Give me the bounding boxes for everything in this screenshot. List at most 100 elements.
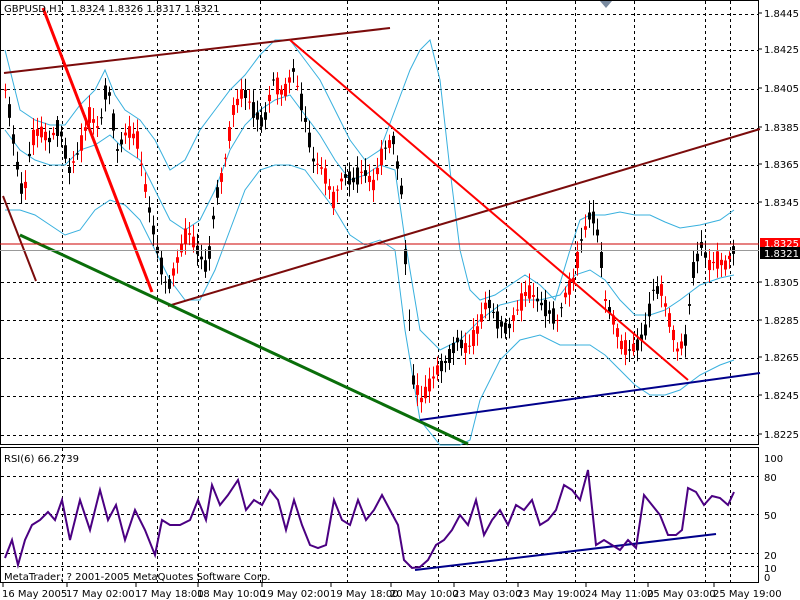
main-chart-window[interactable]: [0, 0, 759, 445]
candle-body: [184, 228, 187, 244]
candle-body: [460, 339, 463, 349]
candle-body: [468, 345, 471, 347]
candle-body: [692, 262, 695, 278]
candle-body: [168, 279, 171, 289]
candle-body: [716, 251, 719, 269]
candle-body: [316, 163, 319, 165]
candle-body: [128, 126, 131, 138]
candle-body: [584, 226, 587, 230]
candle-body: [24, 181, 27, 189]
candle-body: [188, 233, 191, 235]
candle-body: [388, 140, 391, 148]
candle-body: [648, 303, 651, 317]
candle-body: [232, 105, 235, 115]
candle-body: [564, 292, 567, 298]
candle-body: [52, 132, 55, 136]
candle-body: [4, 89, 7, 91]
candle-body: [308, 132, 311, 148]
candle-body: [700, 242, 703, 248]
candle-body: [120, 139, 123, 145]
time-tick-label: 25 May 03:00: [647, 589, 716, 600]
candle-body: [496, 311, 499, 329]
candle-body: [508, 323, 511, 329]
candle-body: [148, 207, 151, 213]
candle-body: [436, 365, 439, 375]
candle-body: [452, 342, 455, 354]
candle-body: [560, 307, 563, 309]
candle-body: [676, 348, 679, 352]
candle-body: [536, 298, 539, 302]
candle-body: [608, 307, 611, 313]
candle-body: [132, 133, 135, 139]
copyright-label: MetaTrader, ? 2001-2005 MetaQuotes Softw…: [4, 572, 270, 583]
candle-body: [568, 280, 571, 295]
candle-body: [484, 302, 487, 310]
candle-body: [376, 167, 379, 175]
candle-body: [448, 349, 451, 363]
candle-body: [392, 135, 395, 145]
candle-body: [356, 167, 359, 185]
candle-body: [664, 303, 667, 307]
candle-body: [396, 161, 399, 169]
candle-body: [116, 149, 119, 151]
candle-body: [160, 257, 163, 275]
candle-body: [264, 112, 267, 120]
candle-body: [680, 341, 683, 349]
candle-body: [320, 167, 323, 169]
candle-body: [684, 334, 687, 346]
candle-body: [268, 94, 271, 102]
candle-body: [616, 328, 619, 337]
candle-body: [600, 252, 603, 268]
candle-body: [84, 127, 87, 131]
candle-body: [8, 104, 11, 118]
candle-body: [668, 313, 671, 327]
price-tick-label: 1.8425: [764, 45, 799, 56]
candle-body: [204, 260, 207, 272]
price-tick-label: 1.8245: [764, 391, 799, 402]
candle-body: [476, 326, 479, 334]
current-price-bid: 1.8321: [764, 249, 799, 260]
trend-lines[interactable]: [2, 7, 761, 571]
candle-body: [96, 126, 99, 128]
candle-body: [176, 257, 179, 263]
candle-body: [300, 93, 303, 111]
candle-body: [60, 131, 63, 137]
candle-body: [492, 311, 495, 313]
time-tick-label: 19 May 18:00: [330, 589, 399, 600]
candle-body: [724, 260, 727, 270]
candle-body: [512, 315, 515, 321]
time-tick-label: 24 May 11:00: [585, 589, 654, 600]
candle-body: [244, 89, 247, 99]
candle-body: [272, 79, 275, 81]
candle-body: [340, 178, 343, 182]
current-price-badge: 1.8325: [760, 238, 800, 250]
candle-body: [660, 284, 663, 296]
candle-body: [364, 170, 367, 176]
trendline-red-long: [289, 39, 689, 381]
price-axis: 1.8445 1.8425 1.8405 1.8385 1.8365 1.8345 1.83…: [759, 9, 799, 441]
candle-body: [124, 132, 127, 136]
candle-body: [208, 246, 211, 259]
candle-body: [540, 302, 543, 306]
candlesticks[interactable]: [4, 59, 735, 413]
candle-body: [296, 85, 299, 87]
candle-body: [56, 120, 59, 136]
candle-body: [32, 129, 35, 146]
candle-body: [64, 145, 67, 159]
chart-shift-marker-icon[interactable]: [600, 1, 612, 8]
candle-body: [292, 68, 295, 72]
candle-body: [360, 171, 363, 173]
candle-body: [212, 215, 215, 220]
bollinger-lower: [5, 164, 735, 446]
candle-body: [708, 259, 711, 271]
candle-body: [612, 315, 615, 325]
candle-body: [20, 183, 23, 194]
rsi-window[interactable]: [0, 447, 759, 583]
candle-body: [236, 98, 239, 106]
chart-ohlc-label: 1.8324 1.8326 1.8317 1.8321: [70, 4, 220, 15]
candle-body: [652, 289, 655, 291]
candle-body: [516, 309, 519, 311]
candle-body: [12, 134, 15, 144]
